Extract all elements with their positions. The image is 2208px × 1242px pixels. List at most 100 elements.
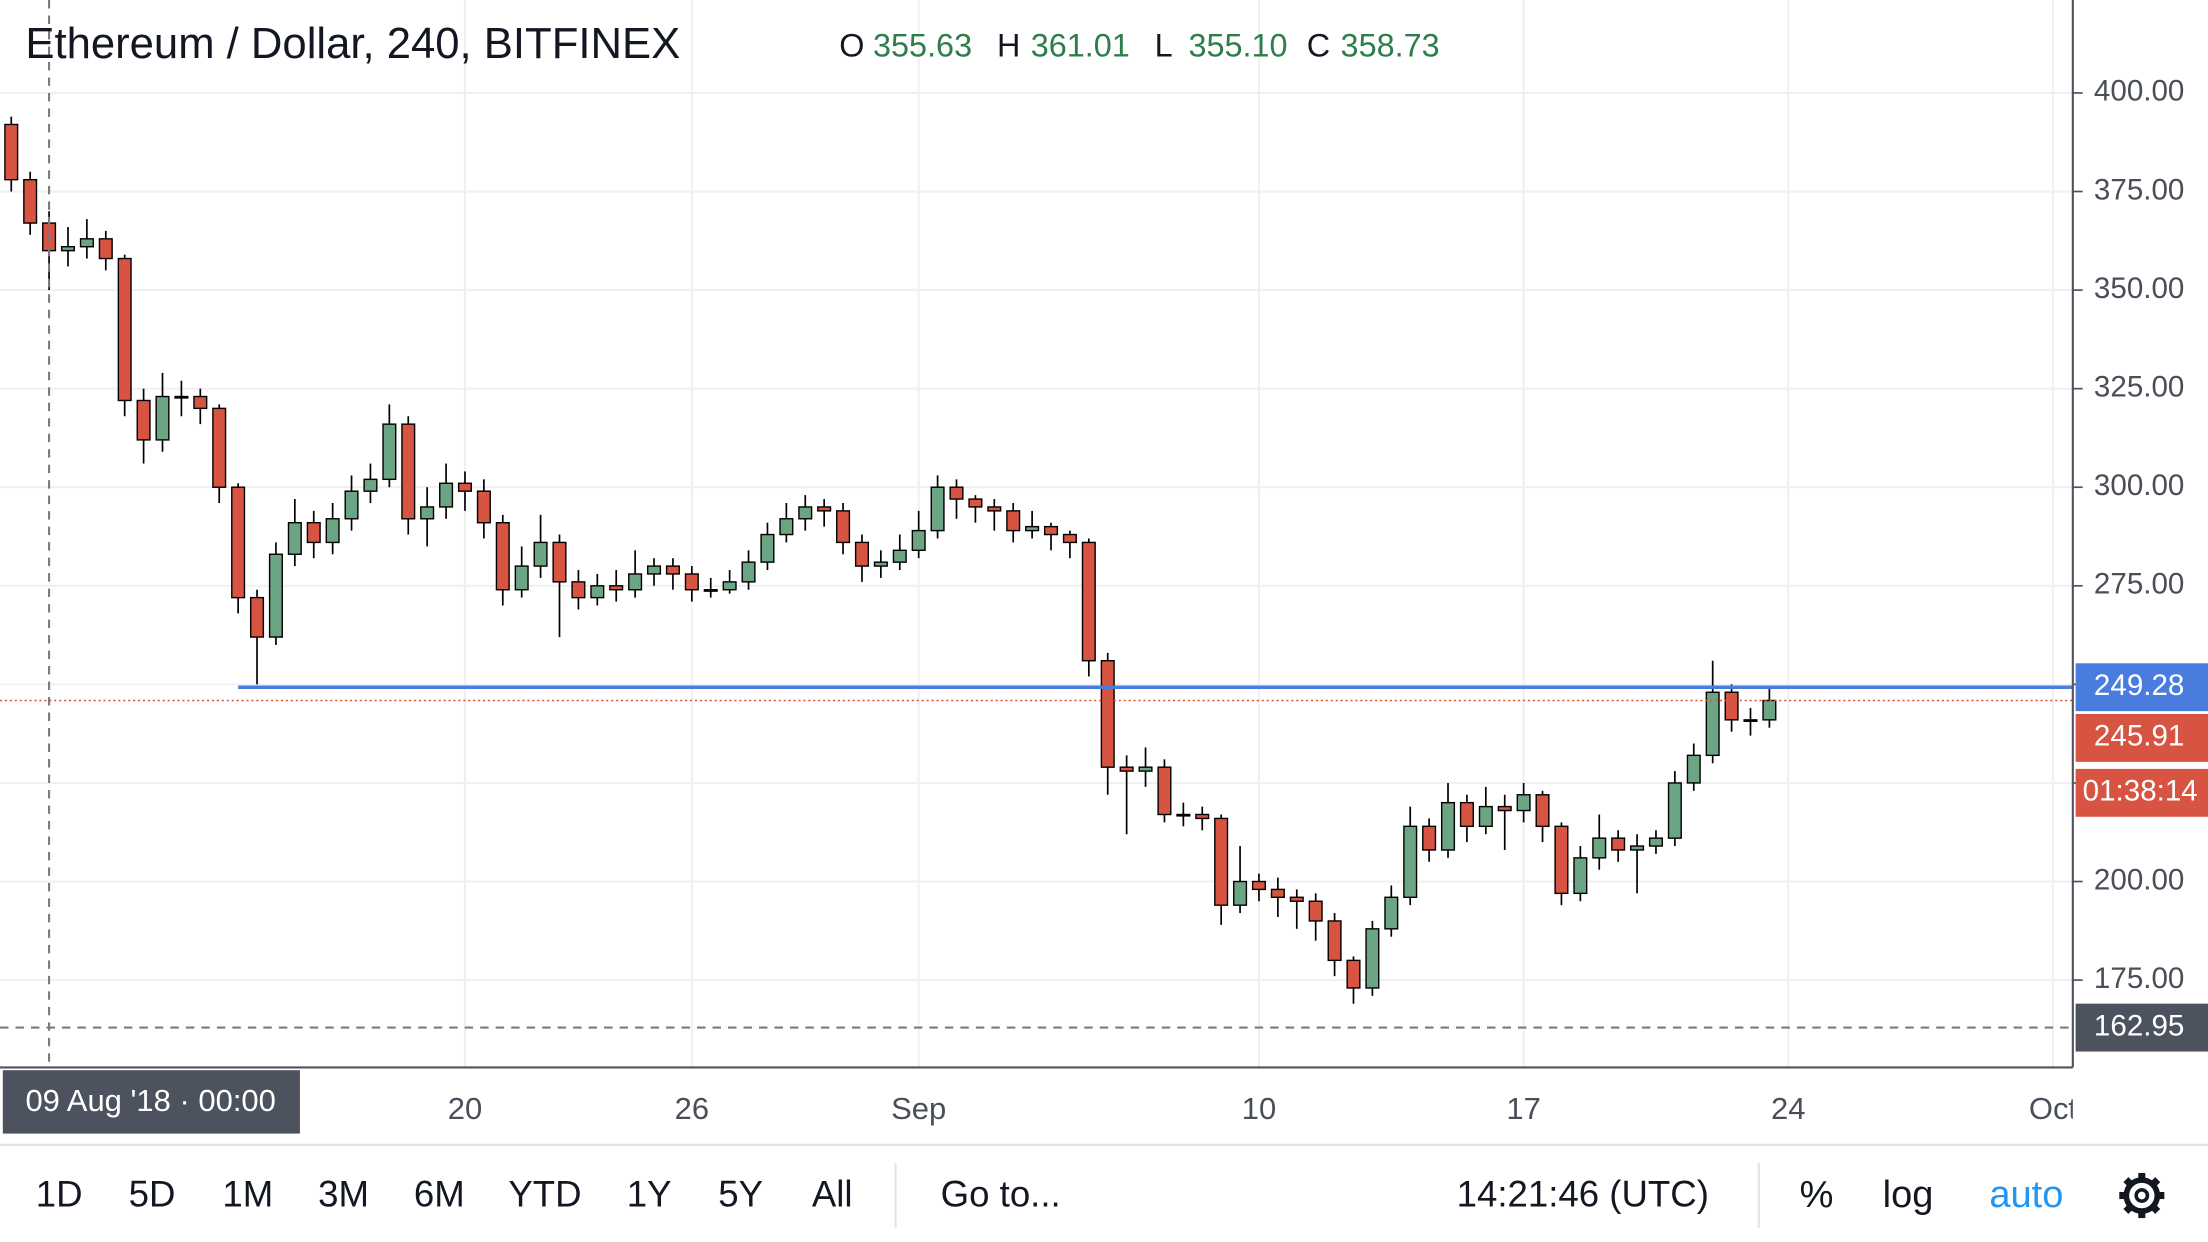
candle-body [1119,766,1134,772]
candle-body [420,506,435,520]
range-button[interactable]: 5D [129,1174,176,1215]
y-tick-label: 175.00 [2094,962,2184,995]
range-button[interactable]: 3M [318,1174,369,1215]
candle-body [287,522,302,555]
crosshair-price-box [2075,1003,2208,1052]
scale-option[interactable]: log [1883,1174,1934,1216]
candle-body [1251,880,1267,891]
candle-body [1705,691,1720,757]
x-tick-label: Sep [891,1091,946,1126]
legend-value: 355.10 [1188,27,1287,63]
clock: 14:21:46 (UTC) [1457,1174,1709,1215]
candle-body [911,529,926,552]
crosshair-time-label: 09 Aug '18 · 00:00 [25,1083,275,1118]
y-tick-label: 275.00 [2094,568,2184,601]
range-button[interactable]: All [812,1174,853,1215]
candle-body [1686,754,1701,784]
candle-body [1062,533,1077,544]
range-button[interactable]: 1M [222,1174,273,1215]
x-tick-label: 24 [1771,1091,1805,1126]
candle-body [98,238,113,260]
candle-body [1403,825,1418,898]
candle-body [1630,845,1645,851]
candle-body [987,506,1002,512]
candle-body [382,423,397,481]
candle-body [1743,719,1758,722]
candle-body [665,565,680,575]
candle-body [231,486,246,599]
candle-body [741,561,756,583]
candle-body [1554,825,1569,895]
candle-body [892,549,907,563]
scale-option[interactable]: % [1800,1174,1834,1216]
candle-body [1478,805,1493,828]
candle-body [836,510,851,544]
range-button[interactable]: 6M [414,1174,465,1215]
crosshair-time-box [2,1070,300,1134]
candle-body [1214,817,1229,906]
candle-body [23,178,38,224]
range-button[interactable]: YTD [508,1174,581,1215]
candle-body [722,581,737,591]
candle-body [1648,837,1664,847]
candle-body [571,581,586,599]
candle-body [514,565,529,591]
range-button[interactable]: 1D [36,1174,83,1215]
candle-body [1384,896,1399,930]
candle-body [1233,880,1248,906]
x-tick-label: 17 [1506,1091,1540,1126]
candle-body [136,399,151,441]
y-tick-label: 400.00 [2094,75,2184,108]
candle-body [609,585,624,591]
candle-body [1100,660,1115,768]
candle-body [268,553,283,638]
range-button[interactable]: 1Y [627,1174,672,1215]
y-tick-label: 375.00 [2094,173,2184,206]
price-label: 249.28 [2094,669,2184,702]
gear-hole [2134,1188,2150,1203]
crosshair-price-label: 162.95 [2094,1009,2184,1042]
settings-icon[interactable] [2119,1173,2165,1219]
candle-body [1308,900,1323,922]
candle-body [817,506,832,512]
candle-body [174,395,189,399]
y-tick-label: 350.00 [2094,272,2184,305]
candle-body [590,585,605,599]
candle-body [1724,691,1739,721]
candle-body [1006,510,1021,532]
candle-body [854,541,870,567]
legend-key: H [997,27,1020,63]
price-label-box [2075,663,2208,712]
candle-body [1289,896,1304,902]
candle-body [1195,813,1210,820]
candle-body [1327,920,1342,962]
candle-body [760,533,775,563]
candle-body [79,238,94,248]
candle-body [1667,782,1682,839]
goto-button[interactable]: Go to... [941,1174,1061,1215]
x-tick-label: 10 [1242,1091,1276,1126]
candle-body [1157,766,1172,816]
candle-body [779,518,794,536]
candle-body [1081,541,1096,662]
legend-value: 358.73 [1341,27,1440,63]
candle-body [1270,888,1285,898]
candle-body [249,596,265,638]
candle-body [628,573,643,591]
legend-key: C [1307,27,1330,63]
candle-body [1025,525,1040,532]
range-button[interactable]: 5Y [718,1174,763,1215]
x-tick-label: 20 [448,1091,482,1126]
scale-option[interactable]: auto [1989,1174,2063,1216]
toolbar: 1D 5D 1M 3M 6M YTD 1Y 5Y All Go to... 14:21:46 (UT… [36,1163,2165,1228]
candle-body [363,478,378,492]
candle-body [212,407,227,488]
candle-body [344,490,359,520]
candle-body [1043,525,1059,536]
chart-title: Ethereum / Dollar, 240, BITFINEX [25,19,680,68]
x-tick-label: Oct [2029,1091,2078,1126]
candle-body [193,395,208,410]
axes: 175.00 200.00 275.00 300.00 325.00 350.00 375.… [2,75,2208,1134]
